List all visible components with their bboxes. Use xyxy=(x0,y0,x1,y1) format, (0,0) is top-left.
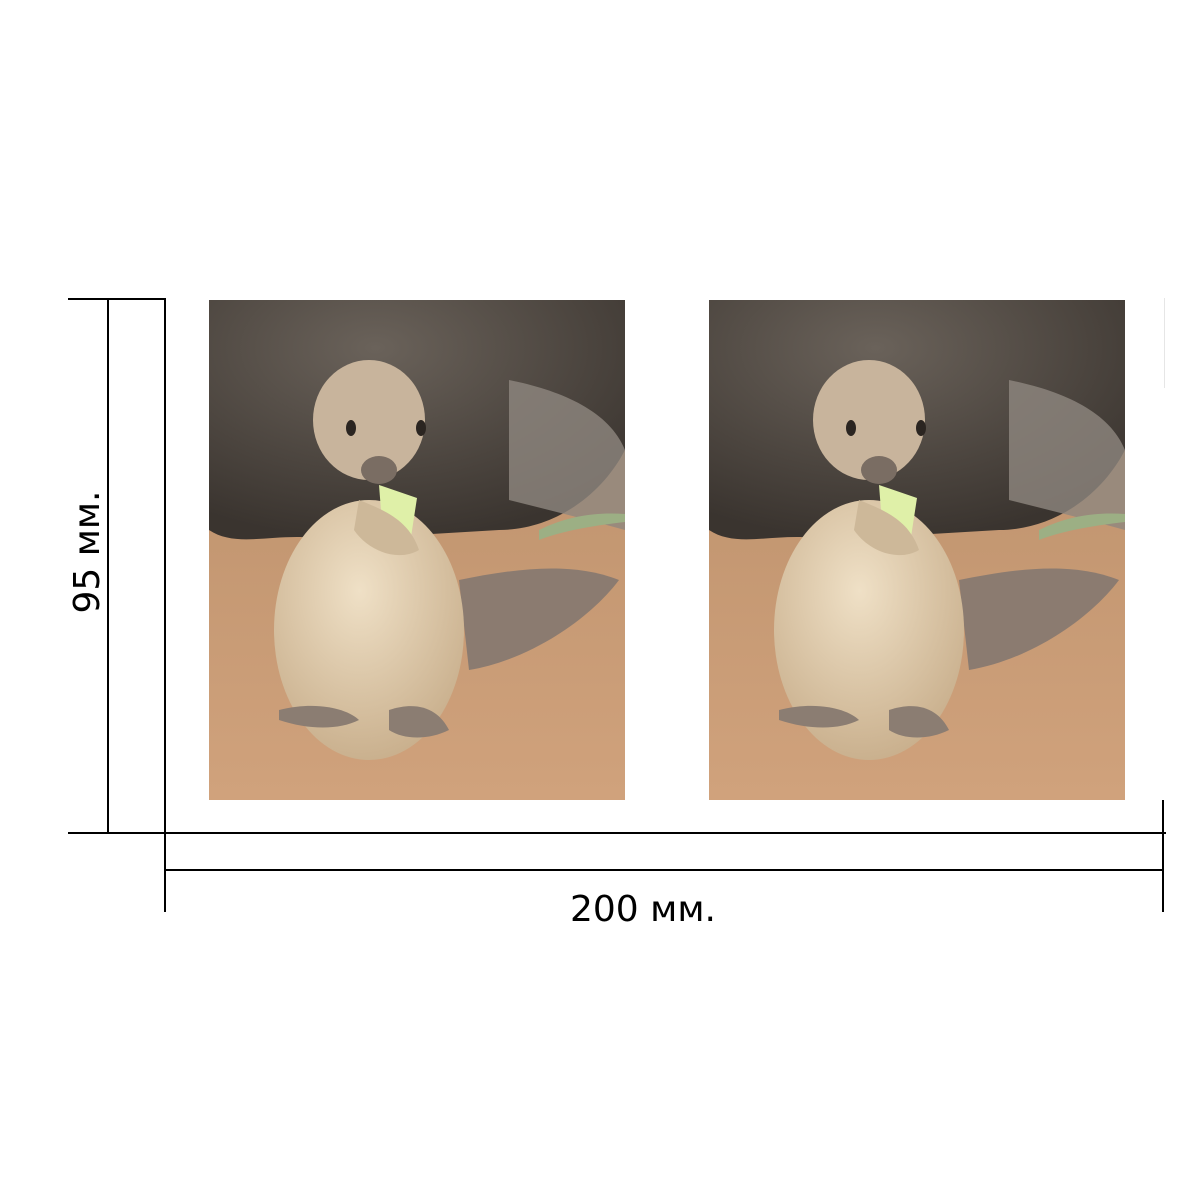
width-dimension-line-top xyxy=(166,832,1166,834)
height-dimension-bottom-tick xyxy=(68,832,168,834)
height-dimension-line-outer xyxy=(107,298,109,834)
squirrel-image xyxy=(709,300,1125,800)
width-dimension-line-bottom xyxy=(166,869,1164,871)
height-dimension-line-inner xyxy=(164,298,166,834)
height-label: 95 мм. xyxy=(67,490,108,614)
squirrel-image xyxy=(209,300,625,800)
height-dimension-top-tick xyxy=(68,298,166,300)
squirrel-photo-left xyxy=(209,300,625,800)
width-dimension-left-tick xyxy=(164,834,166,912)
right-edge-faint-tick xyxy=(1164,298,1165,388)
width-dimension-right-tick xyxy=(1162,800,1164,912)
squirrel-photo-right xyxy=(709,300,1125,800)
width-label: 200 мм. xyxy=(570,889,716,930)
